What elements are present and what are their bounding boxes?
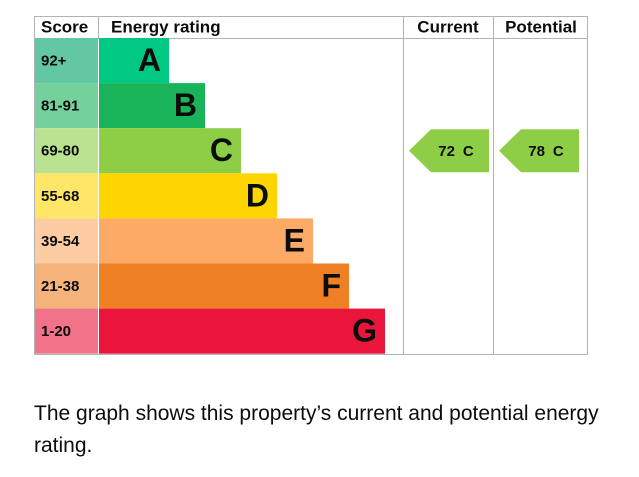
header-current: Current [417, 17, 479, 36]
score-label: 1-20 [41, 323, 71, 340]
rating-bar [99, 308, 385, 354]
potential-band: C [553, 143, 564, 160]
score-cell [35, 38, 98, 84]
header-score: Score [41, 17, 88, 36]
score-cell [35, 218, 98, 264]
current-arrow [409, 129, 489, 173]
rating-letter: A [138, 42, 161, 78]
score-label: 69-80 [41, 143, 79, 160]
rating-bar [99, 38, 169, 84]
rating-bar [99, 83, 205, 129]
rating-letter: C [210, 132, 233, 168]
caption: The graph shows this property’s current … [34, 402, 599, 457]
score-cell [35, 128, 98, 174]
score-cell [35, 263, 98, 309]
rating-bar [99, 263, 349, 309]
table-grid [34, 16, 588, 355]
potential-arrow [499, 129, 579, 173]
score-label: 55-68 [41, 188, 79, 205]
rating-letter: D [246, 177, 269, 213]
score-cell [35, 173, 98, 219]
score-label: 39-54 [41, 233, 80, 250]
score-label: 92+ [41, 53, 67, 70]
score-label: 81-91 [41, 98, 79, 115]
header-rating: Energy rating [111, 17, 221, 36]
score-label: 21-38 [41, 278, 79, 295]
score-cell [35, 308, 98, 354]
rating-letter: G [352, 313, 377, 349]
epc-chart: Score Energy rating Current Potential 92… [34, 16, 588, 355]
rating-letter: B [174, 87, 197, 123]
potential-score: 78 [528, 143, 545, 160]
header-potential: Potential [505, 17, 577, 36]
rating-letter: E [284, 222, 305, 258]
rating-bar [99, 173, 277, 219]
potential-label: 78 C [528, 143, 564, 160]
rating-bar [99, 218, 313, 264]
current-band: C [463, 143, 474, 160]
rating-bar [99, 128, 241, 174]
current-label: 72 C [438, 143, 474, 160]
score-cell [35, 83, 98, 129]
rating-letter: F [321, 268, 341, 304]
current-score: 72 [438, 143, 455, 160]
